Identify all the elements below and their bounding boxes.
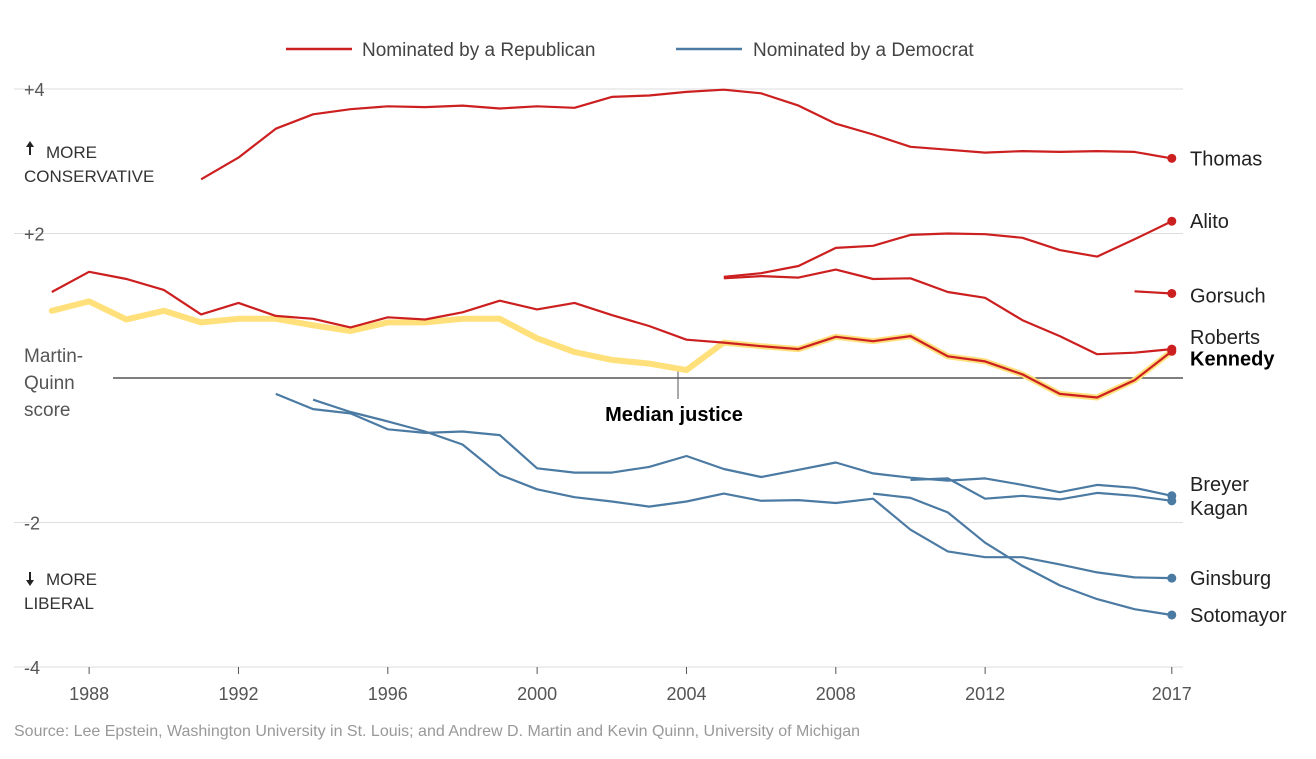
legend: Nominated by a Republican Nominated by a… — [286, 40, 974, 61]
end-label-ginsburg: Ginsburg — [1190, 568, 1271, 590]
endpoint-sotomayor — [1167, 610, 1177, 620]
end-label-thomas: Thomas — [1190, 148, 1262, 170]
more-conservative-label-line2: CONSERVATIVE — [24, 167, 154, 186]
y-axis-label-line1: Martin- — [24, 346, 83, 367]
series-roberts — [723, 268, 1172, 356]
series-kennedy — [51, 270, 1173, 399]
series-kagan — [910, 477, 1172, 502]
grid: +4 +2 -2 -4 1988 1992 1996 2000 2004 2008 2012 2017 — [14, 80, 1192, 704]
more-liberal-label-line1: MORE — [46, 570, 97, 589]
series-ginsburg — [275, 392, 1173, 497]
legend-republican-label: Nominated by a Republican — [362, 40, 595, 61]
end-label-gorsuch: Gorsuch — [1190, 286, 1266, 308]
endpoint-breyer — [1167, 573, 1177, 583]
endpoint-kennedy — [1167, 346, 1177, 356]
annotations: Martin- Quinn score MORE CONSERVATIVE MO… — [24, 141, 743, 613]
x-tick-label: 2000 — [517, 684, 557, 704]
y-tick-label: -4 — [24, 658, 40, 678]
end-label-kagan: Kagan — [1190, 498, 1248, 520]
y-axis-label-line3: score — [24, 400, 70, 421]
endpoint-alito — [1167, 216, 1177, 226]
x-tick-label: 2017 — [1152, 684, 1192, 704]
series-sotomayor — [872, 492, 1172, 617]
x-tick-label: 1988 — [69, 684, 109, 704]
x-tick-label: 2008 — [816, 684, 856, 704]
x-tick-label: 2012 — [965, 684, 1005, 704]
x-tick-label: 2004 — [666, 684, 706, 704]
series-gorsuch — [1134, 290, 1172, 295]
endpoint-gorsuch — [1167, 288, 1177, 298]
end-label-breyer: Breyer — [1190, 474, 1249, 496]
y-tick-label: +2 — [24, 225, 45, 245]
down-arrow-icon — [26, 572, 34, 586]
series-thomas — [200, 88, 1172, 181]
source-note: Source: Lee Epstein, Washington Universi… — [14, 723, 860, 740]
y-axis-label-line2: Quinn — [24, 373, 75, 394]
y-tick-label: -2 — [24, 514, 40, 534]
more-conservative-label-line1: MORE — [46, 143, 97, 162]
series — [48, 88, 1177, 620]
median-justice-label: Median justice — [605, 404, 743, 426]
end-label-sotomayor: Sotomayor — [1190, 605, 1287, 627]
series-breyer — [312, 398, 1172, 580]
end-label-roberts: Roberts — [1190, 327, 1260, 349]
x-tick-label: 1996 — [368, 684, 408, 704]
end-label-kennedy: Kennedy — [1190, 348, 1275, 370]
endpoint-ginsburg — [1167, 491, 1177, 501]
endpoint-thomas — [1167, 153, 1177, 163]
y-tick-label: +4 — [24, 80, 45, 100]
x-tick-label: 1992 — [218, 684, 258, 704]
more-liberal-label-line2: LIBERAL — [24, 594, 94, 613]
up-arrow-icon — [26, 141, 34, 155]
legend-democrat-label: Nominated by a Democrat — [753, 40, 974, 61]
end-label-alito: Alito — [1190, 211, 1229, 233]
series-alito — [723, 220, 1173, 278]
